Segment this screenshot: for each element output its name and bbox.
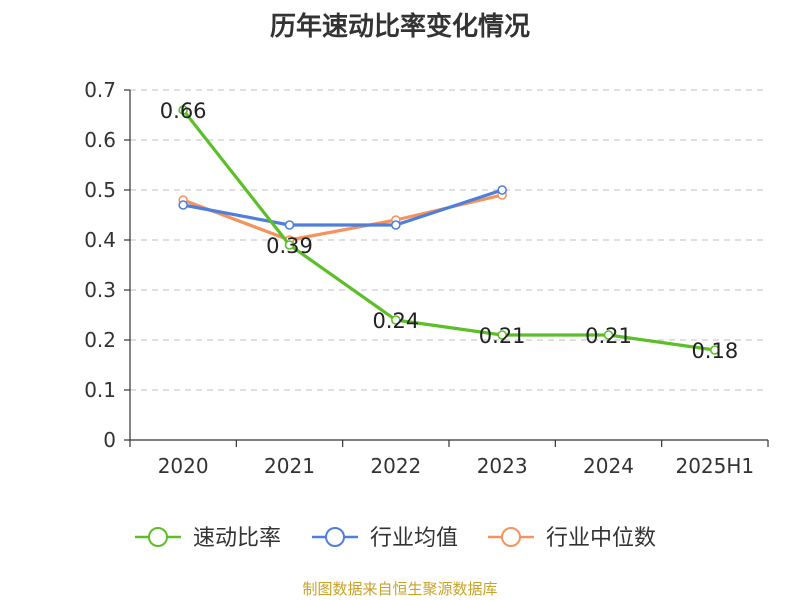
data-label: 0.66 (160, 99, 207, 123)
axes: 0 0.1 0.2 0.3 0.4 0.5 0.6 0.7 2020 2021 2022 2023 20… (84, 78, 769, 478)
data-point (391, 220, 401, 230)
series-line-1 (182, 188, 503, 227)
data-label: 0.39 (266, 234, 313, 258)
legend-label: 速动比率 (193, 526, 281, 551)
y-tick-label: 0 (103, 428, 116, 452)
y-tick-label: 0.6 (84, 128, 116, 152)
data-label: 0.18 (691, 339, 738, 363)
data-point (603, 330, 614, 340)
series-lines (178, 105, 720, 355)
y-tick-label: 0.2 (84, 328, 116, 352)
data-point (497, 330, 507, 340)
series-line-2 (182, 193, 503, 242)
source-note: 制图数据来自恒生聚源数据库 (302, 580, 498, 598)
x-tick-label: 2025H1 (675, 454, 754, 478)
data-label: 0.21 (479, 324, 526, 348)
x-tick-label: 2022 (370, 454, 421, 478)
chart-title: 历年速动比率变化情况 (269, 12, 530, 42)
data-point (178, 105, 188, 115)
data-labels: 0.66 0.39 0.24 0.21 0.21 0.18 (160, 99, 738, 363)
x-tick-label: 2024 (583, 454, 634, 478)
legend-swatch-marker (148, 527, 168, 547)
y-tick-label: 0.7 (84, 78, 116, 102)
data-point (710, 345, 720, 355)
data-label: 0.24 (372, 309, 419, 333)
gridlines (130, 89, 768, 391)
data-point (284, 220, 295, 230)
legend: 速动比率 行业均值 行业中位数 (135, 526, 656, 551)
x-tick-label: 2021 (264, 454, 315, 478)
data-point (284, 240, 295, 250)
data-point (391, 315, 401, 325)
data-point (178, 200, 188, 210)
x-tick-label: 2023 (477, 454, 528, 478)
data-point (497, 185, 507, 195)
legend-swatch-marker (325, 527, 345, 547)
data-label: 0.21 (585, 324, 632, 348)
series-line-0 (181, 109, 716, 352)
legend-label: 行业中位数 (546, 526, 656, 551)
y-tick-label: 0.5 (84, 178, 116, 202)
y-tick-label: 0.4 (84, 228, 116, 252)
y-tick-label: 0.1 (84, 378, 116, 402)
legend-swatch-marker (501, 527, 521, 547)
y-tick-label: 0.3 (84, 278, 116, 302)
x-tick-label: 2020 (158, 454, 209, 478)
legend-label: 行业均值 (370, 526, 458, 551)
